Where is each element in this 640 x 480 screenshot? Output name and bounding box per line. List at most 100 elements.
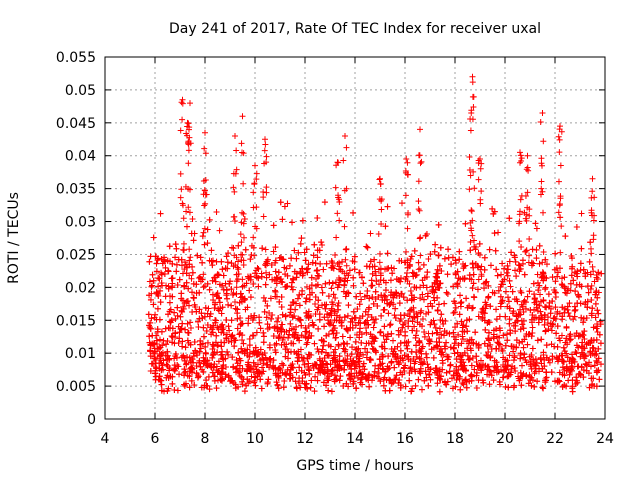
data-point — [233, 357, 240, 364]
data-point — [291, 313, 298, 320]
data-point — [468, 362, 475, 369]
data-point — [536, 260, 543, 267]
data-point — [410, 315, 417, 322]
data-point — [582, 353, 589, 360]
data-point — [196, 306, 203, 313]
data-point — [356, 358, 363, 365]
data-point — [586, 384, 593, 391]
data-point — [363, 376, 370, 383]
data-point — [307, 384, 314, 391]
data-point — [567, 280, 574, 287]
data-point — [322, 280, 329, 287]
data-point — [279, 216, 286, 223]
data-point — [457, 359, 464, 366]
data-point — [338, 322, 345, 329]
data-point — [359, 274, 366, 281]
data-point — [402, 332, 409, 339]
data-point — [529, 324, 536, 331]
data-point — [350, 282, 357, 289]
data-point — [391, 364, 398, 371]
data-point — [294, 295, 301, 302]
data-point — [439, 317, 446, 324]
data-point — [407, 364, 414, 371]
data-point — [511, 352, 518, 359]
data-point — [364, 244, 371, 251]
data-point — [391, 345, 398, 352]
data-point — [306, 285, 313, 292]
data-point — [312, 300, 319, 307]
data-point — [502, 342, 509, 349]
data-point — [243, 280, 250, 287]
data-point — [426, 371, 433, 378]
data-point — [287, 309, 294, 316]
data-point — [331, 354, 338, 361]
data-point — [581, 335, 588, 342]
data-point — [344, 289, 351, 296]
data-point — [452, 383, 459, 390]
data-point — [197, 345, 204, 352]
data-point — [316, 316, 323, 323]
data-point — [459, 336, 466, 343]
data-point — [425, 382, 432, 389]
data-point — [356, 363, 363, 370]
data-point — [493, 316, 500, 323]
data-point — [158, 377, 165, 384]
data-point — [441, 255, 448, 262]
data-points — [145, 73, 605, 395]
data-point — [369, 282, 376, 289]
data-point — [237, 357, 244, 364]
data-point — [321, 369, 328, 376]
data-point — [223, 335, 230, 342]
data-point — [324, 375, 331, 382]
data-point — [172, 353, 179, 360]
data-point — [500, 332, 507, 339]
data-point — [261, 308, 268, 315]
data-point — [191, 382, 198, 389]
data-point — [178, 256, 185, 263]
data-point — [307, 312, 314, 319]
data-point — [215, 307, 222, 314]
data-point — [467, 372, 474, 379]
data-point — [152, 373, 159, 380]
data-point — [574, 273, 581, 280]
data-point — [362, 345, 369, 352]
data-point — [384, 363, 391, 370]
data-point — [377, 328, 384, 335]
data-point — [328, 305, 335, 312]
data-point — [567, 331, 574, 338]
data-point — [490, 377, 497, 384]
data-point — [503, 331, 510, 338]
data-point — [335, 299, 342, 306]
data-point — [243, 382, 250, 389]
data-point — [237, 321, 244, 328]
data-point — [506, 215, 513, 222]
data-point — [469, 285, 476, 292]
data-point — [563, 290, 570, 297]
data-point — [462, 377, 469, 384]
data-point — [505, 266, 512, 273]
data-point — [451, 350, 458, 357]
data-point — [487, 262, 494, 269]
data-point — [291, 247, 298, 254]
data-point — [429, 303, 436, 310]
data-point — [420, 261, 427, 268]
data-point — [172, 333, 179, 340]
data-point — [165, 268, 172, 275]
data-point — [209, 291, 216, 298]
data-point — [408, 253, 415, 260]
data-point — [517, 326, 524, 333]
data-point — [475, 313, 482, 320]
data-point — [325, 293, 332, 300]
data-point — [533, 225, 540, 232]
data-point — [310, 252, 317, 259]
data-point — [306, 296, 313, 303]
data-point — [165, 267, 172, 274]
data-point — [459, 365, 466, 372]
data-point — [202, 349, 209, 356]
data-point — [223, 253, 230, 260]
data-point — [317, 260, 324, 267]
data-point — [178, 325, 185, 332]
data-point — [580, 367, 587, 374]
data-point — [245, 359, 252, 366]
data-point — [266, 356, 273, 363]
